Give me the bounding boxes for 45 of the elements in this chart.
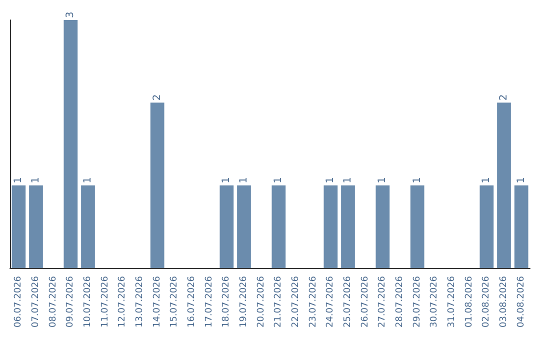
x-tick-label: 04.08.2026 bbox=[516, 276, 526, 328]
x-tick-label: 11.07.2026 bbox=[100, 276, 110, 328]
x-tick-label: 08.07.2026 bbox=[48, 276, 58, 328]
data-label: 1 bbox=[273, 176, 284, 184]
x-tick-label: 29.07.2026 bbox=[412, 276, 422, 328]
data-label: 1 bbox=[13, 176, 24, 184]
x-tick-label: 26.07.2026 bbox=[360, 276, 370, 328]
x-tick-label: 20.07.2026 bbox=[256, 276, 266, 328]
x-tick-label: 31.07.2026 bbox=[447, 276, 457, 328]
data-label: 1 bbox=[82, 176, 94, 184]
data-label: 2 bbox=[498, 94, 510, 101]
x-tick-label: 21.07.2026 bbox=[274, 276, 284, 328]
x-tick-label: 17.07.2026 bbox=[204, 276, 214, 328]
x-tick-label: 15.07.2026 bbox=[170, 276, 180, 328]
x-tick-label: 22.07.2026 bbox=[291, 276, 301, 328]
data-label: 1 bbox=[221, 176, 232, 184]
x-tick-label: 03.08.2026 bbox=[499, 276, 509, 328]
x-tick-label: 02.08.2026 bbox=[482, 276, 492, 328]
x-tick-label: 14.07.2026 bbox=[152, 276, 162, 328]
x-tick-label: 10.07.2026 bbox=[83, 276, 93, 328]
data-label: 3 bbox=[65, 12, 76, 18]
x-tick-label: 09.07.2026 bbox=[66, 276, 76, 328]
data-label: 1 bbox=[377, 176, 388, 184]
data-label: 1 bbox=[325, 176, 336, 184]
x-tick-label: 28.07.2026 bbox=[395, 276, 405, 328]
data-label: 1 bbox=[30, 176, 42, 184]
data-label: 1 bbox=[342, 176, 354, 184]
data-label: 2 bbox=[152, 94, 163, 101]
data-label: 1 bbox=[412, 176, 423, 184]
x-tick-label: 07.07.2026 bbox=[31, 276, 41, 328]
x-tick-label: 06.07.2026 bbox=[14, 276, 24, 328]
data-label: 1 bbox=[238, 176, 250, 184]
x-tick-label: 23.07.2026 bbox=[308, 276, 318, 328]
x-tick-label: 16.07.2026 bbox=[187, 276, 197, 328]
x-tick-label: 27.07.2026 bbox=[378, 276, 388, 328]
data-label: 1 bbox=[481, 176, 492, 184]
x-tick-label: 30.07.2026 bbox=[430, 276, 440, 328]
x-tick-label: 25.07.2026 bbox=[343, 276, 353, 328]
x-tick-label: 24.07.2026 bbox=[326, 276, 336, 328]
x-tick-label: 19.07.2026 bbox=[239, 276, 249, 328]
x-tick-label: 12.07.2026 bbox=[118, 276, 128, 328]
data-label: 1 bbox=[516, 176, 527, 184]
x-tick-label: 18.07.2026 bbox=[222, 276, 232, 328]
x-tick-label: 13.07.2026 bbox=[135, 276, 145, 328]
x-tick-label: 01.08.2026 bbox=[464, 276, 474, 328]
